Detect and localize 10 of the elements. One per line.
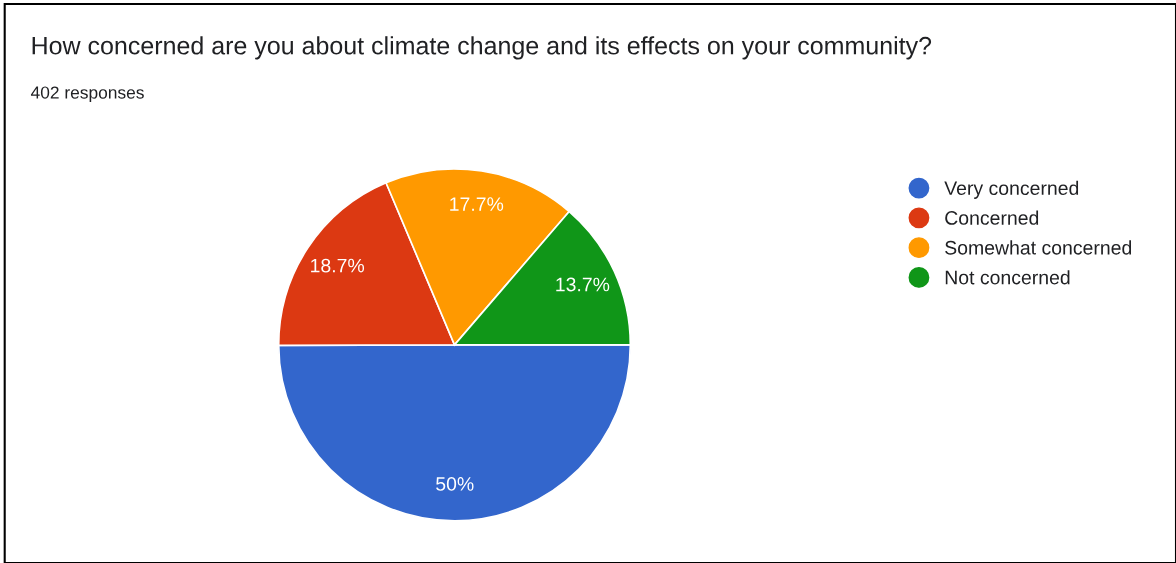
data-label: 50% (436, 477, 474, 491)
legend-label: Somewhat concerned (945, 240, 1132, 255)
legend-label: Very concerned (944, 180, 1079, 199)
legend-label: Not concerned (945, 270, 1070, 285)
data-label: 18.7% (311, 258, 365, 273)
chart-title: How concerned are you about climate change and its effects on your community? (32, 36, 932, 60)
legend-label: Concerned (945, 210, 1039, 225)
text: 402 responses (30, 86, 144, 103)
data-label: 13.7% (556, 277, 610, 292)
data-label: 17.7% (450, 197, 504, 211)
